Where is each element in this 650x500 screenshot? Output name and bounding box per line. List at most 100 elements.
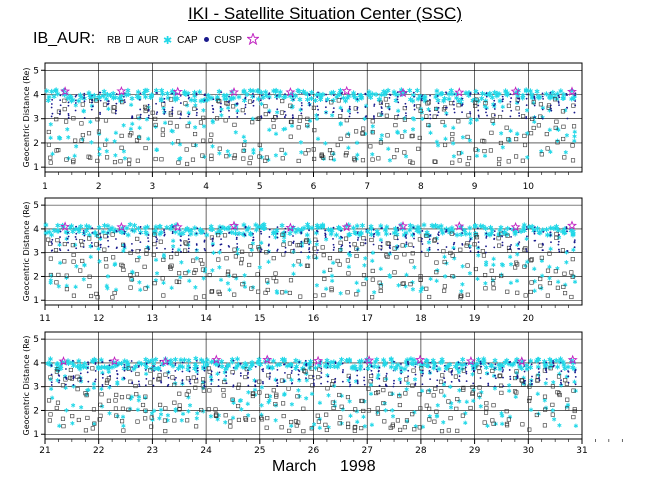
rb-point (284, 115, 286, 118)
rb-point (435, 368, 438, 371)
cap-point: ✱ (334, 93, 340, 101)
rb-point (327, 366, 329, 369)
rb-point (405, 234, 408, 236)
rb-point (188, 240, 191, 243)
rb-point (485, 95, 488, 98)
aur-point (127, 161, 132, 167)
aur-point (392, 270, 397, 275)
rb-point (167, 376, 170, 379)
cap-point: ✱ (165, 412, 170, 419)
cap-point: ✱ (497, 226, 503, 234)
cap-point: ✱ (91, 381, 96, 388)
aur-point (528, 289, 533, 295)
rb-point (373, 103, 376, 106)
cap-point: ✱ (293, 228, 299, 236)
cap-point: ✱ (77, 365, 83, 373)
cusp-point (510, 86, 521, 96)
aur-point (250, 391, 255, 396)
cap-point: ✱ (105, 274, 110, 281)
cap-point: ✱ (124, 224, 130, 232)
rb-point (203, 239, 206, 242)
cap-point: ✱ (266, 259, 271, 266)
cap-point: ✱ (356, 288, 361, 295)
rb-point (75, 225, 78, 228)
rb-point (124, 101, 126, 104)
aur-point (265, 287, 270, 293)
cap-point: ✱ (210, 120, 215, 127)
rb-point (254, 380, 257, 383)
cusp-point (58, 356, 69, 366)
aur-point (111, 109, 116, 114)
cusp-point (262, 354, 273, 364)
aur-point (398, 427, 403, 432)
cap-point: ✱ (95, 363, 101, 371)
cap-point: ✱ (203, 266, 208, 273)
rb-point (139, 113, 142, 116)
aur-point (456, 119, 461, 124)
cap-point: ✱ (192, 224, 198, 232)
aur-point (384, 113, 389, 118)
aur-point (401, 281, 406, 286)
aur-point (312, 254, 317, 259)
cap-point: ✱ (57, 242, 62, 249)
rb-point (163, 113, 166, 115)
rb-point (320, 372, 323, 374)
cap-point: ✱ (263, 92, 269, 100)
aur-point (289, 419, 294, 425)
cap-point: ✱ (70, 420, 75, 427)
rb-point (148, 248, 150, 251)
rb-point (247, 376, 250, 379)
cap-point: ✱ (551, 379, 556, 386)
aur-point (249, 286, 254, 291)
aur-point (472, 242, 477, 247)
rb-point (501, 98, 504, 101)
aur-point (120, 419, 125, 424)
aur-point (305, 263, 311, 268)
cap-point: ✱ (143, 361, 149, 369)
rb-point (228, 99, 231, 102)
aur-point (286, 374, 291, 379)
rb-point (437, 231, 440, 234)
aur-point (565, 397, 570, 402)
cap-point: ✱ (146, 136, 151, 143)
cap-point: ✱ (291, 249, 296, 256)
aur-point (104, 380, 109, 385)
aur-point (71, 116, 76, 121)
aur-point (193, 267, 198, 273)
cap-point: ✱ (66, 156, 71, 163)
aur-point (191, 258, 196, 263)
cap-point: ✱ (571, 247, 576, 254)
aur-point (103, 118, 109, 123)
aur-point (442, 259, 447, 265)
cap-point: ✱ (398, 222, 404, 230)
rb-point (138, 385, 141, 388)
aur-point (542, 394, 548, 399)
cap-point: ✱ (363, 256, 368, 263)
cap-point: ✱ (434, 139, 439, 146)
rb-point (396, 238, 399, 241)
cap-point: ✱ (402, 115, 407, 122)
rb-point (147, 234, 150, 236)
cap-point: ✱ (403, 230, 409, 238)
cap-point: ✱ (353, 230, 359, 238)
aur-point (482, 420, 487, 425)
aur-point (209, 289, 214, 294)
aur-point (354, 253, 359, 259)
cap-point: ✱ (407, 227, 413, 235)
rb-point (83, 234, 86, 237)
cap-point: ✱ (557, 235, 562, 242)
aur-point (410, 251, 415, 256)
rb-point (79, 377, 82, 380)
rb-point (377, 370, 380, 373)
cap-point: ✱ (250, 116, 255, 123)
cap-point: ✱ (180, 364, 186, 372)
rb-point (421, 383, 424, 386)
aur-point (193, 385, 198, 390)
aur-point (410, 160, 415, 165)
rb-point (517, 247, 520, 250)
aur-point (305, 116, 310, 121)
cap-point: ✱ (86, 224, 92, 232)
aur-point (361, 273, 367, 278)
aur-point (329, 382, 335, 387)
cap-point: ✱ (377, 97, 383, 105)
